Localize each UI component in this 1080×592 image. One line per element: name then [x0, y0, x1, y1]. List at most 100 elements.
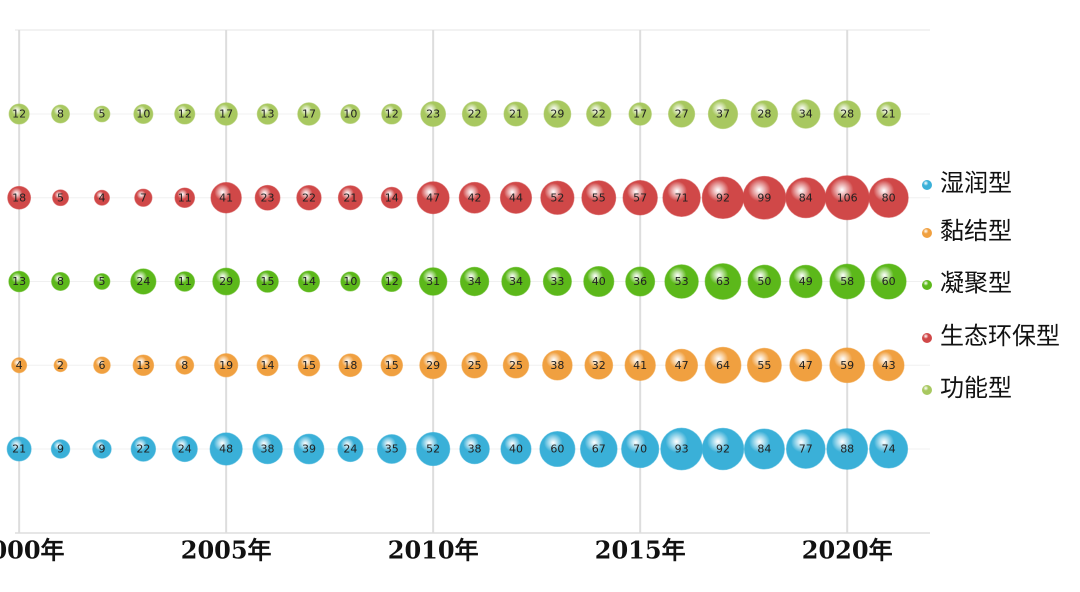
- bubble: [210, 182, 242, 214]
- data-label: 4: [16, 359, 23, 372]
- bubble: [624, 349, 656, 381]
- data-label: 6: [98, 359, 105, 372]
- data-label: 14: [385, 191, 399, 204]
- bubble: [175, 355, 195, 375]
- bubble: [625, 266, 656, 297]
- bubble: [50, 439, 71, 459]
- bubble: [256, 354, 279, 377]
- bubble: [789, 348, 823, 382]
- bubble: [252, 433, 283, 465]
- bubble: [340, 271, 361, 292]
- bubble: [872, 349, 905, 382]
- bubble: [340, 103, 361, 125]
- bubble: [51, 104, 70, 124]
- bubble: [540, 180, 575, 215]
- data-label: 28: [840, 108, 854, 121]
- data-label: 39: [302, 443, 316, 456]
- data-label: 12: [385, 108, 399, 121]
- x-tick-label: 2020年: [802, 536, 893, 565]
- data-label: 17: [633, 108, 647, 121]
- bubble: [584, 350, 614, 380]
- bubble: [461, 352, 488, 379]
- data-label: 15: [261, 275, 275, 288]
- bubble: [132, 354, 155, 377]
- bubble: [458, 181, 491, 214]
- bubble: [785, 429, 826, 469]
- legend-label: 湿润型: [940, 169, 1012, 197]
- bubble: [664, 264, 699, 299]
- data-label: 22: [302, 191, 316, 204]
- data-label: 63: [716, 275, 730, 288]
- x-tick-label: 2010年: [388, 536, 479, 565]
- bubble: [380, 353, 404, 377]
- data-label: 22: [468, 108, 482, 121]
- bubble: [53, 358, 68, 373]
- data-label: 38: [261, 443, 275, 456]
- bubble: [622, 180, 658, 216]
- bubble: [11, 357, 28, 374]
- bubble: [501, 266, 531, 297]
- bubble: [93, 189, 110, 206]
- bubble: [381, 103, 403, 125]
- bubble: [502, 352, 530, 379]
- data-label: 32: [592, 359, 606, 372]
- data-label: 12: [385, 275, 399, 288]
- data-label: 5: [57, 191, 64, 204]
- legend-label: 凝聚型: [940, 269, 1012, 297]
- bubble: [93, 105, 111, 123]
- data-label: 70: [633, 443, 647, 456]
- bubble: [459, 433, 490, 465]
- data-label: 52: [550, 191, 564, 204]
- bubble: [586, 101, 612, 127]
- data-label: 4: [98, 191, 105, 204]
- bubble: [297, 353, 321, 377]
- data-label: 21: [882, 108, 896, 121]
- data-label: 44: [509, 191, 523, 204]
- bubble: [662, 178, 701, 217]
- bubble: [743, 428, 785, 470]
- bubble: [581, 180, 617, 216]
- bubble: [212, 267, 241, 296]
- data-label: 14: [302, 275, 316, 288]
- data-label: 22: [592, 108, 606, 121]
- data-label: 36: [633, 275, 647, 288]
- bubble: [256, 103, 279, 125]
- data-label: 99: [757, 191, 771, 204]
- bubble: [542, 266, 572, 297]
- bubble: [542, 349, 573, 381]
- data-label: 23: [261, 191, 275, 204]
- bubble: [93, 356, 111, 375]
- bubble: [92, 439, 112, 459]
- data-label: 19: [219, 359, 233, 372]
- data-label: 55: [592, 191, 606, 204]
- data-label: 71: [675, 191, 689, 204]
- data-label: 53: [675, 275, 689, 288]
- bubble: [381, 270, 403, 293]
- bubble: [297, 102, 321, 126]
- bubble: [419, 351, 448, 380]
- data-label: 49: [799, 275, 813, 288]
- bubble: [133, 103, 154, 125]
- data-label: 34: [799, 108, 813, 121]
- bubble: [174, 271, 196, 292]
- bubble: [665, 348, 699, 382]
- data-label: 10: [343, 275, 357, 288]
- data-label: 52: [426, 443, 440, 456]
- data-label: 74: [882, 443, 896, 456]
- bubble: [420, 101, 447, 127]
- bubble: [52, 189, 69, 207]
- data-label: 67: [592, 443, 606, 456]
- legend-swatch: [922, 228, 932, 238]
- bubble: [296, 185, 322, 211]
- bubble: [297, 270, 321, 293]
- data-label: 31: [426, 275, 440, 288]
- data-label: 64: [716, 359, 730, 372]
- data-label: 13: [261, 108, 275, 121]
- bubble: [134, 188, 153, 207]
- data-label: 33: [550, 275, 564, 288]
- data-label: 41: [633, 359, 647, 372]
- bubble: [376, 434, 407, 464]
- data-label: 25: [468, 359, 482, 372]
- data-label: 93: [675, 443, 689, 456]
